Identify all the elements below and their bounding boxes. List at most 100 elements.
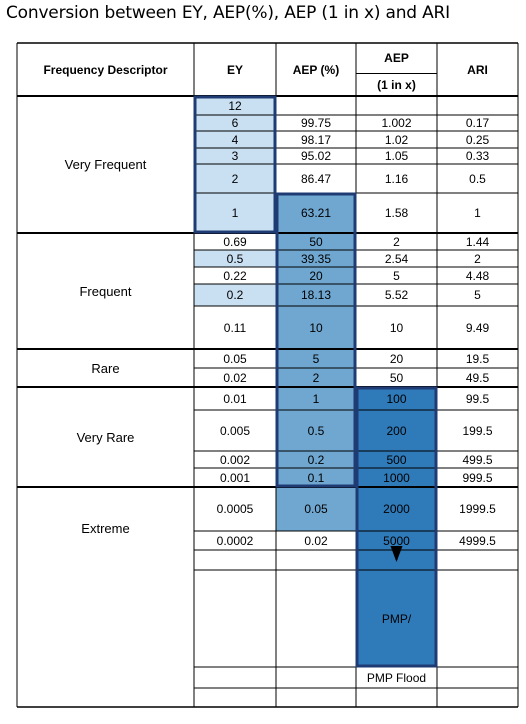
group-very-rare: Very Rare xyxy=(76,429,135,445)
table-cell-aep-pct: 0.1 xyxy=(307,470,325,485)
aep-pct-shade-cell xyxy=(276,193,356,233)
table-cell-aep-pct xyxy=(276,570,356,667)
ey-shade-cell xyxy=(194,284,276,306)
table-cell-aep-pct: 10 xyxy=(309,320,323,335)
aep-1inx-shade-cell xyxy=(356,451,437,468)
table-cell-ey: 0.11 xyxy=(223,320,247,335)
table-cell-aep-pct: 98.17 xyxy=(300,132,332,147)
table-cell-ari: 2 xyxy=(474,251,481,266)
table-cell-ari: 19.5 xyxy=(465,351,490,366)
table-cell-ey: 2 xyxy=(231,171,239,186)
aep-pct-shade-cell xyxy=(276,387,356,410)
table-cell-ey: 0.005 xyxy=(219,423,251,438)
table-cell-aep-1inx: 5000 xyxy=(383,533,410,548)
aep-pct-shade-cell xyxy=(276,368,356,387)
table-cell-aep-1inx: 50 xyxy=(389,370,404,385)
table-cell-aep-1inx: 100 xyxy=(386,391,407,406)
table-cell-aep-pct: 50 xyxy=(309,234,323,249)
table-cell-aep-1inx: 1.58 xyxy=(384,206,409,220)
table-cell-ey: 6 xyxy=(231,116,239,130)
table-cell-ey: 0.5 xyxy=(226,251,244,266)
table-cell-aep-1inx: 200 xyxy=(386,423,407,438)
aep-pct-shade-cell xyxy=(276,487,356,531)
table-cell-aep-1inx: 500 xyxy=(386,452,407,467)
table-cell-aep-pct xyxy=(276,96,356,115)
table-cell-ari: 199.5 xyxy=(462,423,493,438)
aep-1inx-shade-cell xyxy=(356,570,437,667)
table-cell-aep-pct: 0.05 xyxy=(304,502,328,516)
ey-shade-cell xyxy=(194,131,276,148)
table-cell-aep-pct: 0.2 xyxy=(307,452,325,467)
table-cell-ari: 0.17 xyxy=(465,116,490,130)
aep-pct-highlight-outline xyxy=(275,192,357,488)
group-very-frequent: Very Frequent xyxy=(64,157,147,172)
table-cell-ari: 49.5 xyxy=(465,370,490,385)
aep-1inx-shade-cell xyxy=(356,531,437,550)
table-cell-ari: 1.44 xyxy=(465,234,490,249)
table-cell-ari: 9.49 xyxy=(465,320,490,335)
ey-shade-cell xyxy=(194,96,276,115)
table-cell-ey xyxy=(194,570,276,667)
aep-pct-shade-cell xyxy=(276,284,356,306)
table-cell-aep-pct: 0.5 xyxy=(307,423,325,438)
header-aep-1inx-bottom: (1 in x) xyxy=(377,77,416,92)
table-cell-ey: 0.002 xyxy=(219,452,251,467)
table-cell-ey xyxy=(194,550,276,570)
table-cell-ari xyxy=(437,550,518,570)
table-cell-ari xyxy=(437,667,518,688)
table-cell-ey: 0.01 xyxy=(223,391,247,406)
aep-1inx-shade-cell xyxy=(356,410,437,451)
header-ey: EY xyxy=(226,62,243,77)
table-cell-ari: 999.5 xyxy=(462,470,493,485)
header-ari: ARI xyxy=(467,62,488,77)
header-frequency-descriptor: Frequency Descriptor xyxy=(43,62,168,77)
table-cell-ey: 0.05 xyxy=(223,351,247,366)
table-cell-ey: 3 xyxy=(231,149,239,163)
aep-pct-shade-cell xyxy=(276,233,356,250)
table-cell-aep-1inx: 2000 xyxy=(383,502,410,516)
aep-pct-shade-cell xyxy=(276,250,356,267)
table-cell-ari xyxy=(437,570,518,667)
table-cell-ari: 0.5 xyxy=(469,171,486,186)
aep-1inx-shade-cell xyxy=(356,387,437,410)
table-cell-ari: 0.33 xyxy=(465,149,490,163)
table-cell-aep-pct: 95.02 xyxy=(300,149,332,163)
table-cell-aep-1inx: 5 xyxy=(393,268,400,283)
ey-shade-cell xyxy=(194,193,276,233)
ey-shade-cell xyxy=(194,164,276,193)
aep-1inx-shade-cell xyxy=(356,487,437,531)
table-cell-ari: 5 xyxy=(474,288,481,302)
table-cell-ari: 1999.5 xyxy=(459,502,496,516)
aep-pct-shade-cell xyxy=(276,451,356,468)
table-cell-ari: 499.5 xyxy=(462,452,493,467)
group-frequent: Frequent xyxy=(79,283,132,299)
table-cell-aep-pct xyxy=(276,667,356,688)
table-cell-ari: 1 xyxy=(474,206,481,220)
table-cell-aep-pct: 63.21 xyxy=(300,206,332,220)
table-cell-aep-1inx xyxy=(356,96,437,115)
table-cell-aep-1inx: 20 xyxy=(389,351,404,366)
table-cell-ey: 12 xyxy=(228,98,242,113)
ey-shade-cell xyxy=(194,115,276,131)
table-cell-aep-pct: 18.13 xyxy=(300,288,332,302)
table-cell-aep-1inx: 5.52 xyxy=(384,288,409,302)
table-cell-ey: 0.02 xyxy=(223,370,247,385)
table-cell-ey: 0.0002 xyxy=(216,533,254,548)
aep-pct-shade-cell xyxy=(276,349,356,368)
table-cell-aep-pct: 5 xyxy=(312,351,320,366)
aep-pct-shade-cell xyxy=(276,410,356,451)
aep-1inx-highlight-outline xyxy=(355,386,438,668)
aep-1inx-shade-cell xyxy=(356,468,437,487)
table-cell-ey: 4 xyxy=(231,132,239,147)
table-cell-ey: 1 xyxy=(231,206,239,220)
table-cell-ari: 4999.5 xyxy=(459,533,496,548)
table-cell-ey: 0.001 xyxy=(219,470,251,485)
table-cell-aep-pct: 1 xyxy=(312,391,320,406)
table-cell-aep-1inx: 1000 xyxy=(383,470,410,485)
table-cell-aep-pct: 20 xyxy=(309,268,323,283)
table-cell-aep-pct: 0.02 xyxy=(304,533,328,548)
header-aep-percent: AEP (%) xyxy=(292,62,340,77)
table-cell-aep-pct: 2 xyxy=(312,370,320,385)
table-cell-ey: 0.0005 xyxy=(216,502,254,516)
